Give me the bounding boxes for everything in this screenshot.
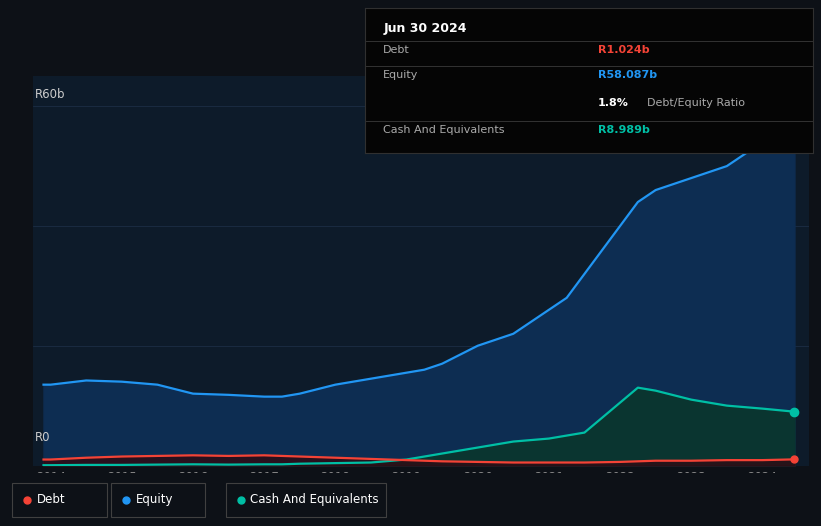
- Text: Equity: Equity: [135, 493, 173, 506]
- Text: Cash And Equivalents: Cash And Equivalents: [250, 493, 379, 506]
- Text: R60b: R60b: [34, 88, 65, 101]
- Text: Jun 30 2024: Jun 30 2024: [383, 23, 467, 35]
- Text: R0: R0: [34, 431, 50, 444]
- Text: Cash And Equivalents: Cash And Equivalents: [383, 125, 505, 135]
- FancyBboxPatch shape: [226, 483, 386, 517]
- FancyBboxPatch shape: [111, 483, 205, 517]
- Text: Equity: Equity: [383, 70, 419, 80]
- FancyBboxPatch shape: [12, 483, 107, 517]
- Text: R8.989b: R8.989b: [598, 125, 650, 135]
- Text: Debt: Debt: [383, 46, 410, 56]
- Text: Debt/Equity Ratio: Debt/Equity Ratio: [647, 98, 745, 108]
- Text: R58.087b: R58.087b: [598, 70, 657, 80]
- Text: R1.024b: R1.024b: [598, 46, 649, 56]
- Text: Debt: Debt: [37, 493, 66, 506]
- Text: 1.8%: 1.8%: [598, 98, 629, 108]
